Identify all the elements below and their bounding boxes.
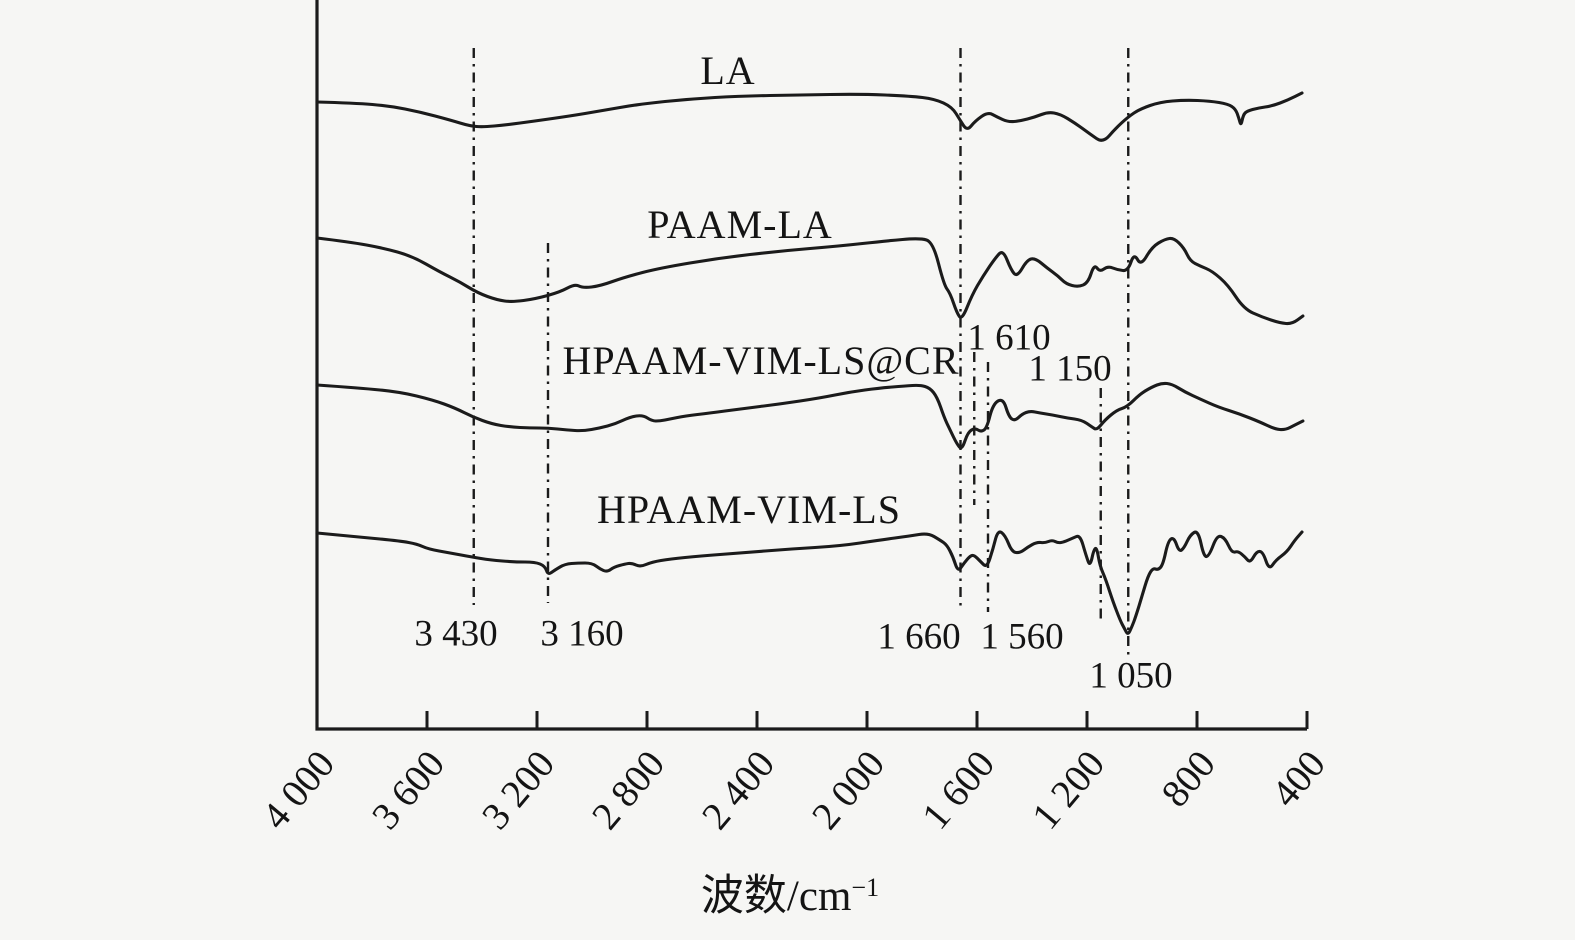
curve-label-PAAM-LA: PAAM-LA xyxy=(647,202,833,247)
peak-label-1610: 1 610 xyxy=(967,317,1051,359)
peak-label-1660: 1 660 xyxy=(877,616,961,658)
peak-label-3430: 3 430 xyxy=(414,613,498,655)
peak-label-1150: 1 150 xyxy=(1028,348,1112,390)
curve-label-HPAAM-VIM-LS: HPAAM-VIM-LS xyxy=(597,487,901,532)
peak-label-1050: 1 050 xyxy=(1089,655,1173,697)
spectrum-curve-PAAM-LA xyxy=(315,236,1305,326)
curve-label-LA: LA xyxy=(700,48,756,93)
x-axis-title-superscript: −1 xyxy=(851,873,880,902)
peak-label-1560: 1 560 xyxy=(980,616,1064,658)
peak-label-3160: 3 160 xyxy=(540,613,624,655)
spectrum-curve-HPAAM-VIM-LS xyxy=(315,530,1304,635)
x-axis-title-text: 波数/cm xyxy=(700,873,852,920)
spectrum-curve-LA xyxy=(315,91,1304,142)
x-axis-title: 波数/cm−1 xyxy=(700,873,880,920)
curve-label-HPAAM-VIM-LS@CR: HPAAM-VIM-LS@CR xyxy=(562,338,960,383)
spectrum-curve-HPAAM-VIM-LS@CR xyxy=(315,381,1305,450)
